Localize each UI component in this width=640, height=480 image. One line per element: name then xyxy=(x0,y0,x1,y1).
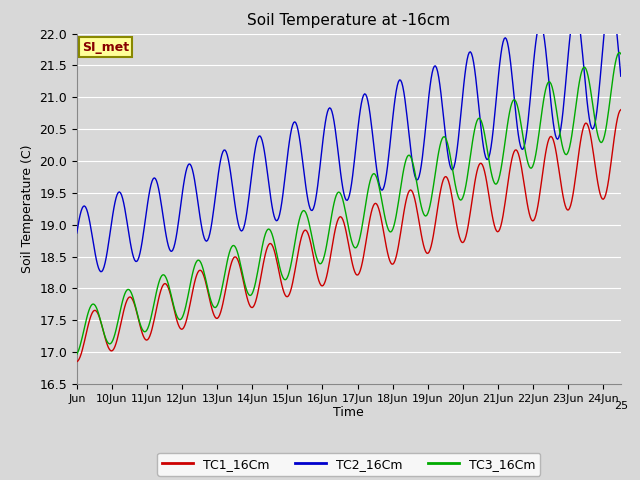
Text: 25: 25 xyxy=(614,401,628,411)
Y-axis label: Soil Temperature (C): Soil Temperature (C) xyxy=(20,144,34,273)
X-axis label: Time: Time xyxy=(333,407,364,420)
Text: SI_met: SI_met xyxy=(82,41,129,54)
Legend: TC1_16Cm, TC2_16Cm, TC3_16Cm: TC1_16Cm, TC2_16Cm, TC3_16Cm xyxy=(157,453,540,476)
Title: Soil Temperature at -16cm: Soil Temperature at -16cm xyxy=(247,13,451,28)
